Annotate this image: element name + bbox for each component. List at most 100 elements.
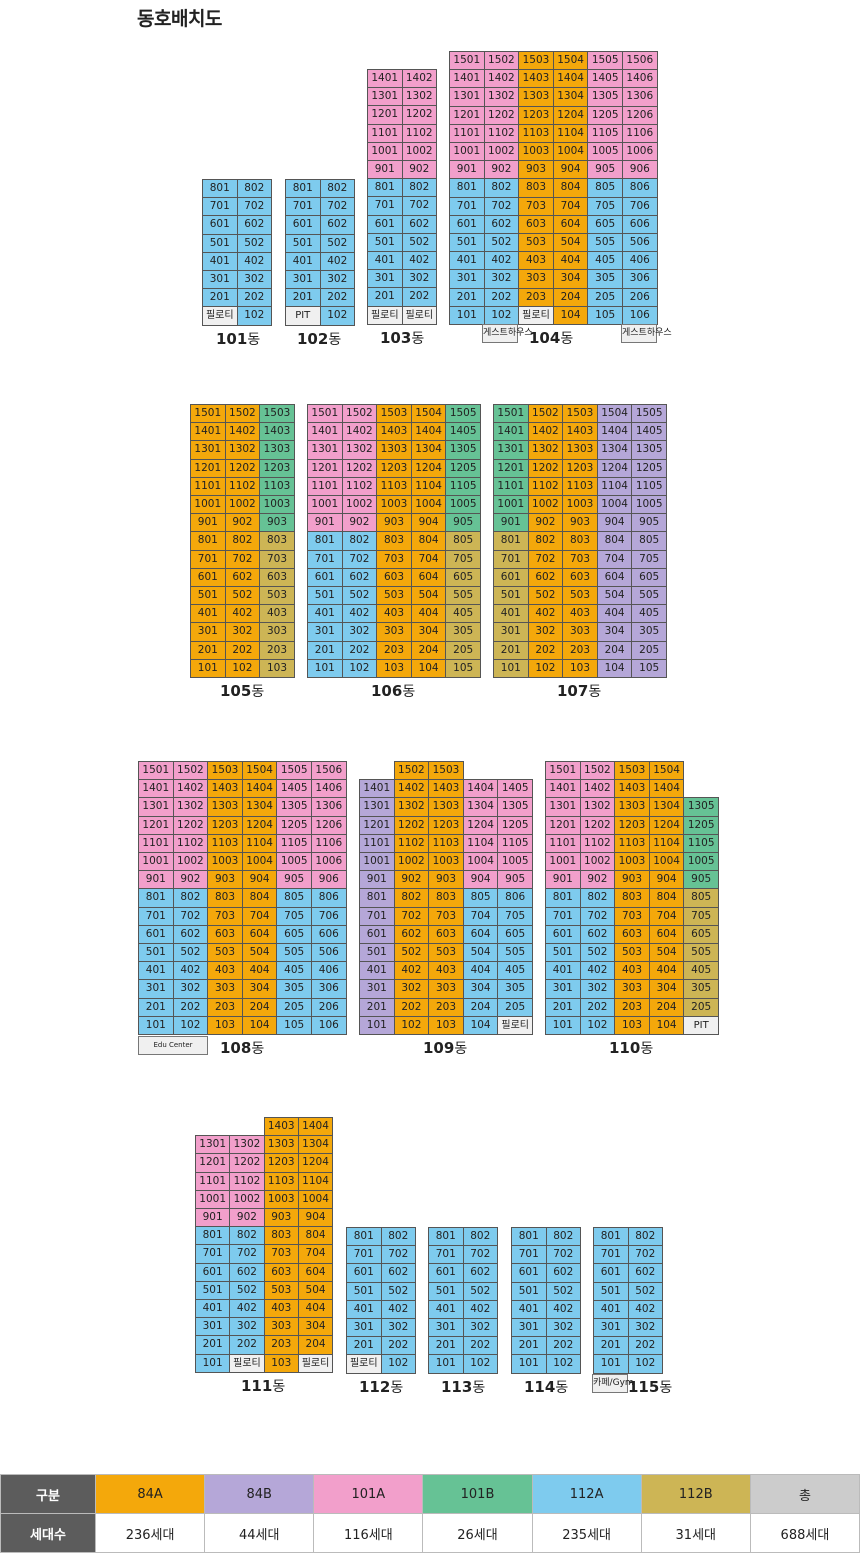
unit-cell: 1505 — [631, 404, 667, 424]
unit-cell: 1002 — [172, 852, 209, 872]
unit-cell: 1404 — [297, 1117, 334, 1137]
unit-cell: 1002 — [393, 852, 430, 872]
unit-cell: 901 — [449, 160, 485, 180]
building-suffix: 동 — [454, 1041, 468, 1057]
unit-cell: 403 — [428, 961, 464, 981]
unit-cell: 1004 — [297, 1189, 334, 1209]
site-plan: 801 802 701 702 601 602 501 502 401 402 301 302 201 2… — [138, 51, 719, 1396]
unit-cell: 805 — [683, 888, 719, 908]
unit-cell: 102 — [627, 1354, 663, 1374]
unit-cell: 201 — [190, 640, 226, 660]
unit-cell: 204 — [241, 997, 278, 1017]
unit-cell: 1001 — [307, 495, 343, 515]
unit-cell: 1202 — [229, 1153, 265, 1173]
unit-cell: 401 — [202, 251, 238, 271]
unit-cell: 501 — [359, 943, 395, 963]
unit-cell: 704 — [552, 196, 589, 216]
unit-cell: 1304 — [462, 797, 499, 817]
unit-cell: 1303 — [259, 440, 295, 460]
unit-cell: 402 — [627, 1299, 663, 1319]
unit-cell: 602 — [483, 214, 520, 234]
building-label: 109동 — [423, 1038, 467, 1058]
unit-cell: 1203 — [428, 815, 464, 835]
unit-cell: 1206 — [311, 815, 347, 835]
unit-cell: 604 — [241, 924, 278, 944]
unit-cell: 1301 — [195, 1135, 231, 1155]
unit-cell: 305 — [497, 979, 533, 999]
unit-cell: 405 — [276, 961, 312, 981]
legend-count-84b: 44세대 — [204, 1513, 315, 1553]
unit-cell: 502 — [483, 233, 520, 253]
legend-count-112b: 31세대 — [640, 1513, 751, 1553]
unit-cell: 301 — [285, 270, 321, 290]
legend-type-101b: 101B — [422, 1474, 533, 1514]
unit-cell: 1103 — [562, 476, 598, 496]
unit-cell: 505 — [276, 943, 312, 963]
unit-cell: 502 — [236, 233, 272, 253]
unit-cell: 404 — [462, 961, 499, 981]
unit-cell: 701 — [449, 196, 485, 216]
unit-cell: 1205 — [497, 815, 533, 835]
unit-cell: 401 — [367, 251, 403, 271]
unit-cell: 1003 — [263, 1189, 299, 1209]
unit-cell: 1201 — [195, 1153, 231, 1173]
unit-cell: 202 — [229, 1335, 265, 1355]
unit-cell: 502 — [224, 586, 261, 606]
unit-cell: 1101 — [359, 833, 395, 853]
unit-cell: 1203 — [259, 458, 295, 478]
unit-cell: 904 — [297, 1208, 334, 1228]
unit-cell: 202 — [545, 1336, 581, 1356]
unit-cell: 604 — [462, 924, 499, 944]
unit-cell: 302 — [319, 270, 355, 290]
unit-cell: 805 — [587, 178, 623, 198]
unit-cell: 406 — [311, 961, 347, 981]
unit-cell: 903 — [263, 1208, 299, 1228]
legend-count-112a: 235세대 — [531, 1513, 642, 1553]
unit-cell: 801 — [428, 1227, 464, 1247]
unit-cell: 202 — [341, 640, 378, 660]
unit-cell: 901 — [195, 1208, 231, 1228]
unit-cell: 1403 — [263, 1117, 299, 1137]
unit-cell: 1202 — [483, 105, 520, 125]
unit-cell: 504 — [297, 1280, 334, 1300]
unit-cell: 101 — [449, 305, 485, 325]
building-label: 108동 — [220, 1038, 264, 1058]
unit-cell: 202 — [380, 1336, 416, 1356]
unit-cell: 1105 — [276, 833, 312, 853]
pilotis-cell: 필로티 — [202, 306, 238, 326]
unit-cell: 302 — [341, 622, 378, 642]
unit-cell: 601 — [511, 1263, 547, 1283]
unit-cell: 1002 — [341, 495, 378, 515]
unit-cell: 504 — [462, 943, 499, 963]
unit-cell: 1401 — [138, 779, 174, 799]
unit-cell: 701 — [545, 906, 581, 926]
unit-cell: 902 — [224, 513, 261, 533]
unit-cell: 1305 — [445, 440, 481, 460]
unit-cell: 102 — [527, 658, 564, 678]
unit-cell: 304 — [462, 979, 499, 999]
unit-cell: 802 — [341, 531, 378, 551]
unit-cell: 1104 — [410, 476, 447, 496]
unit-cell: 201 — [359, 997, 395, 1017]
unit-cell: 103 — [614, 1015, 650, 1035]
unit-cell: 705 — [276, 906, 312, 926]
unit-cell: 105 — [631, 658, 667, 678]
building-suffix: 동 — [560, 331, 574, 347]
unit-cell: 1502 — [393, 761, 430, 781]
pilotis-cell: PIT — [683, 1015, 719, 1035]
unit-cell: 305 — [276, 979, 312, 999]
unit-cell: 102 — [341, 658, 378, 678]
unit-cell: 401 — [545, 961, 581, 981]
unit-cell: 206 — [622, 287, 658, 307]
unit-cell: 401 — [190, 604, 226, 624]
unit-cell: 501 — [285, 233, 321, 253]
unit-cell: 802 — [236, 179, 272, 199]
unit-cell: 202 — [527, 640, 564, 660]
unit-cell: 103 — [207, 1015, 243, 1035]
unit-cell: 502 — [380, 1281, 416, 1301]
unit-cell: 101 — [545, 1015, 581, 1035]
unit-cell: 602 — [341, 567, 378, 587]
unit-cell: 301 — [195, 1317, 231, 1337]
unit-cell: 604 — [410, 567, 447, 587]
unit-cell: 805 — [445, 531, 481, 551]
